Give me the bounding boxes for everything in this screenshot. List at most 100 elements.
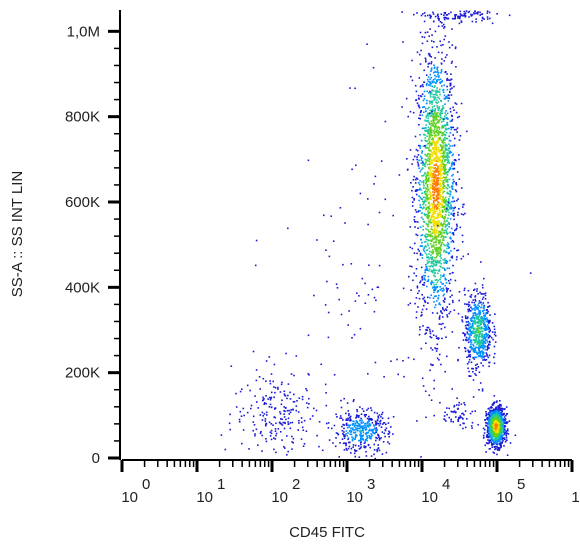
data-point	[493, 328, 496, 331]
data-point	[490, 438, 493, 440]
data-point	[437, 109, 440, 112]
data-point	[416, 285, 419, 288]
data-point	[472, 331, 474, 334]
data-point	[433, 20, 435, 23]
data-point	[440, 162, 443, 164]
data-point	[433, 281, 435, 284]
data-point	[473, 308, 475, 310]
data-point	[473, 347, 475, 350]
data-point	[434, 158, 437, 161]
data-point	[445, 231, 447, 233]
data-point	[328, 255, 331, 258]
data-point	[479, 320, 482, 323]
data-point	[479, 324, 482, 326]
data-point	[339, 442, 341, 444]
data-point	[498, 407, 501, 409]
data-point	[444, 196, 447, 199]
data-point	[437, 147, 439, 149]
data-point	[444, 133, 446, 136]
data-point	[476, 290, 478, 292]
data-point	[422, 206, 425, 209]
data-point	[378, 414, 381, 416]
data-point	[419, 117, 421, 120]
data-point	[439, 230, 441, 233]
data-point	[498, 415, 500, 418]
data-point	[469, 354, 472, 356]
data-point	[434, 122, 436, 125]
data-point	[423, 162, 425, 165]
data-point	[450, 240, 453, 243]
data-point	[366, 409, 368, 411]
data-point	[381, 417, 384, 419]
data-point	[378, 449, 381, 452]
data-point	[349, 433, 352, 435]
data-point	[506, 454, 509, 456]
data-point	[485, 412, 488, 415]
data-point	[265, 395, 267, 397]
data-point	[499, 415, 502, 417]
data-point	[432, 114, 435, 117]
data-point	[435, 222, 437, 224]
data-point	[419, 187, 421, 190]
data-point	[451, 239, 454, 242]
data-point	[442, 191, 445, 193]
data-point	[458, 416, 460, 419]
data-point	[490, 441, 492, 444]
data-point	[476, 340, 479, 343]
data-point	[368, 264, 370, 266]
data-point	[418, 117, 420, 119]
data-point	[479, 291, 481, 294]
data-point	[482, 353, 485, 355]
data-point	[482, 344, 485, 347]
data-point	[426, 249, 429, 251]
data-point	[456, 127, 459, 129]
data-point	[344, 434, 346, 437]
data-point	[440, 72, 442, 74]
data-point	[420, 14, 423, 17]
data-point	[472, 299, 475, 301]
data-point	[417, 104, 420, 106]
data-point	[443, 168, 445, 171]
data-point	[440, 121, 443, 123]
data-point	[498, 427, 501, 429]
data-point	[477, 293, 479, 295]
data-point	[457, 417, 460, 420]
data-point	[431, 256, 434, 258]
data-point	[438, 241, 441, 243]
data-point	[420, 139, 423, 142]
data-point	[485, 352, 488, 354]
data-point	[360, 417, 362, 420]
data-point	[260, 430, 262, 433]
data-point	[354, 436, 357, 439]
data-point	[441, 234, 443, 237]
data-point	[437, 297, 440, 299]
data-point	[261, 434, 263, 437]
data-point	[439, 159, 441, 161]
data-point	[469, 412, 472, 415]
data-point	[423, 106, 426, 108]
data-point	[434, 30, 437, 33]
data-point	[473, 351, 476, 353]
data-point	[432, 271, 434, 274]
data-point	[432, 183, 434, 185]
data-point	[442, 308, 444, 311]
data-point	[494, 412, 496, 414]
data-point	[496, 425, 498, 428]
data-point	[467, 308, 469, 311]
data-point	[437, 179, 439, 182]
data-point	[423, 296, 426, 299]
data-point	[424, 162, 427, 165]
data-point	[264, 420, 267, 422]
data-point	[480, 293, 483, 295]
data-point	[446, 116, 448, 119]
data-point	[428, 134, 431, 137]
data-point	[375, 299, 377, 302]
data-point	[275, 422, 277, 425]
data-point	[298, 419, 300, 422]
data-point	[368, 430, 370, 432]
data-point	[496, 422, 498, 424]
data-point	[426, 163, 429, 166]
data-point	[425, 178, 427, 181]
data-point	[354, 444, 357, 447]
data-point	[428, 156, 431, 158]
